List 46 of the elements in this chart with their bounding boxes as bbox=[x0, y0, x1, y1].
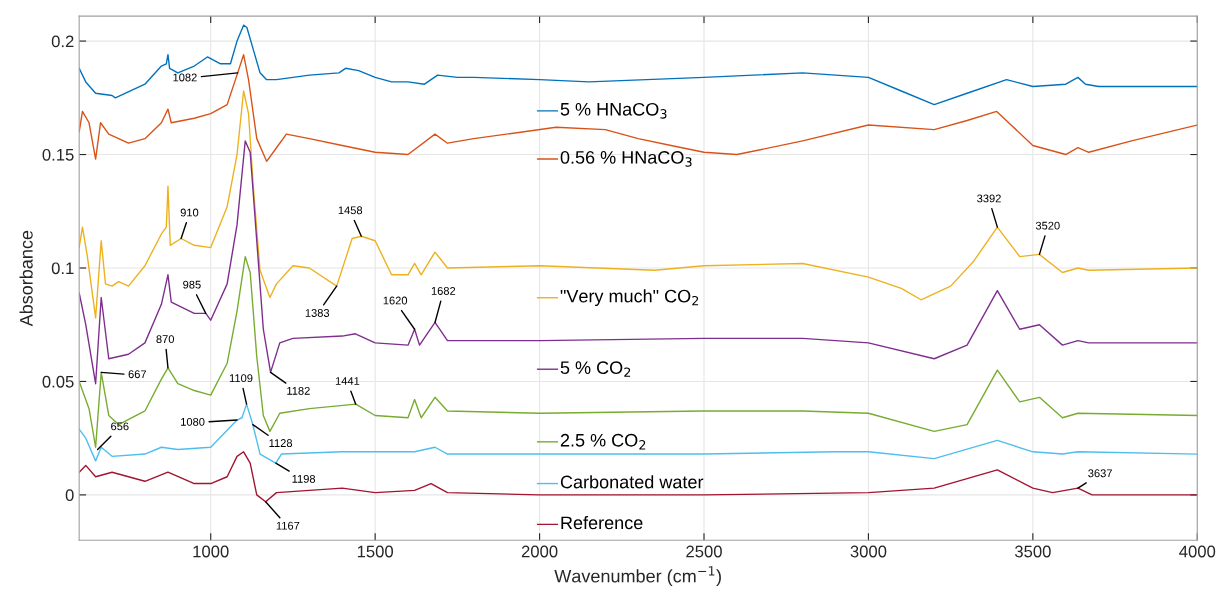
x-tick-label: 1500 bbox=[357, 545, 394, 558]
annotation: 1128 bbox=[269, 439, 293, 447]
annotation: 1082 bbox=[173, 73, 197, 82]
legend-label: 5 % CO$_{2}$ bbox=[560, 361, 631, 377]
line-series bbox=[79, 255, 1198, 448]
legend-label: Reference bbox=[561, 516, 643, 530]
x-axis-title: Wavenumber (cm$^{−1}$) bbox=[554, 566, 721, 587]
annotation: 910 bbox=[180, 208, 199, 217]
x-tick-label: 3500 bbox=[1014, 545, 1051, 558]
annotation: 1182 bbox=[287, 386, 310, 395]
x-tick-label: 4000 bbox=[1179, 545, 1216, 558]
annotation: 1682 bbox=[431, 287, 456, 295]
annotation: 870 bbox=[156, 335, 175, 344]
annotation: 985 bbox=[183, 280, 201, 289]
annotation: 1198 bbox=[292, 474, 316, 483]
legend-label: 5 % HNaCO$_{3}$ bbox=[560, 102, 667, 119]
annotation: 656 bbox=[111, 422, 129, 431]
y-tick-label: 0.2 bbox=[51, 35, 74, 48]
annotation: 3520 bbox=[1035, 221, 1060, 230]
legend-label: "Very much" CO$_{2}$ bbox=[560, 289, 699, 307]
line-series bbox=[79, 140, 1198, 385]
annotation: 3392 bbox=[977, 194, 1001, 203]
y-tick-label: 0.15 bbox=[42, 148, 74, 161]
annotation: 1620 bbox=[383, 296, 408, 305]
x-tick-label: 2500 bbox=[686, 545, 722, 558]
legend-label: 0.56 % HNaCO$_{3}$ bbox=[560, 151, 692, 167]
line-series bbox=[79, 451, 1198, 503]
line-series bbox=[79, 90, 1198, 319]
legend-label: 2.5 % CO$_{2}$ bbox=[560, 433, 646, 450]
x-tick-label: 1000 bbox=[193, 545, 229, 558]
y-axis-title: Absorbance bbox=[19, 230, 33, 327]
y-tick-label: 0 bbox=[65, 489, 74, 502]
y-tick-label: 0.05 bbox=[42, 375, 74, 388]
annotation: 1458 bbox=[338, 206, 363, 215]
legend-label: Carbonated water bbox=[560, 475, 704, 489]
x-tick-label: 2000 bbox=[521, 545, 558, 558]
annotation: 1441 bbox=[335, 377, 360, 385]
annotation: 1109 bbox=[229, 374, 253, 383]
x-tick-label: 3000 bbox=[850, 545, 887, 558]
annotation: 667 bbox=[128, 370, 147, 379]
annotation: 1080 bbox=[181, 417, 205, 426]
line-series bbox=[79, 403, 1198, 464]
annotation: 1383 bbox=[305, 309, 330, 317]
y-tick-label: 0.1 bbox=[51, 262, 74, 275]
annotation: 1167 bbox=[276, 521, 300, 530]
annotation: 3637 bbox=[1088, 469, 1112, 478]
